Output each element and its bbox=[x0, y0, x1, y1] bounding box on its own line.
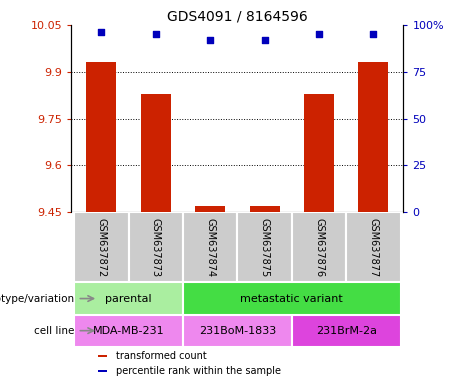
Text: percentile rank within the sample: percentile rank within the sample bbox=[116, 366, 281, 376]
Bar bbox=[74, 283, 183, 314]
Text: metastatic variant: metastatic variant bbox=[241, 293, 343, 303]
Text: MDA-MB-231: MDA-MB-231 bbox=[93, 326, 165, 336]
Bar bbox=[250, 206, 279, 212]
Bar bbox=[74, 314, 183, 347]
Bar bbox=[141, 94, 171, 212]
Point bbox=[370, 31, 377, 37]
Bar bbox=[98, 370, 107, 372]
Bar bbox=[359, 63, 389, 212]
Bar bbox=[129, 212, 183, 283]
Text: GSM637872: GSM637872 bbox=[96, 218, 106, 277]
Bar bbox=[195, 206, 225, 212]
Text: transformed count: transformed count bbox=[116, 351, 207, 361]
Title: GDS4091 / 8164596: GDS4091 / 8164596 bbox=[167, 10, 308, 24]
Bar bbox=[292, 212, 346, 283]
Text: GSM637877: GSM637877 bbox=[368, 218, 378, 277]
Point bbox=[315, 31, 323, 37]
Bar bbox=[183, 283, 401, 314]
Bar bbox=[304, 94, 334, 212]
Point bbox=[207, 37, 214, 43]
Text: GSM637873: GSM637873 bbox=[151, 218, 161, 277]
Point bbox=[261, 37, 268, 43]
Text: parental: parental bbox=[105, 293, 152, 303]
Bar bbox=[86, 63, 116, 212]
Bar bbox=[98, 355, 107, 357]
Bar bbox=[74, 212, 129, 283]
Text: GSM637875: GSM637875 bbox=[260, 218, 270, 277]
Text: genotype/variation: genotype/variation bbox=[0, 293, 74, 303]
Bar bbox=[292, 314, 401, 347]
Point bbox=[98, 30, 105, 36]
Bar bbox=[346, 212, 401, 283]
Bar bbox=[183, 314, 292, 347]
Text: cell line: cell line bbox=[34, 326, 74, 336]
Point bbox=[152, 31, 160, 37]
Bar bbox=[183, 212, 237, 283]
Text: 231BoM-1833: 231BoM-1833 bbox=[199, 326, 276, 336]
Bar bbox=[237, 212, 292, 283]
Text: GSM637876: GSM637876 bbox=[314, 218, 324, 277]
Text: 231BrM-2a: 231BrM-2a bbox=[316, 326, 377, 336]
Text: GSM637874: GSM637874 bbox=[205, 218, 215, 277]
